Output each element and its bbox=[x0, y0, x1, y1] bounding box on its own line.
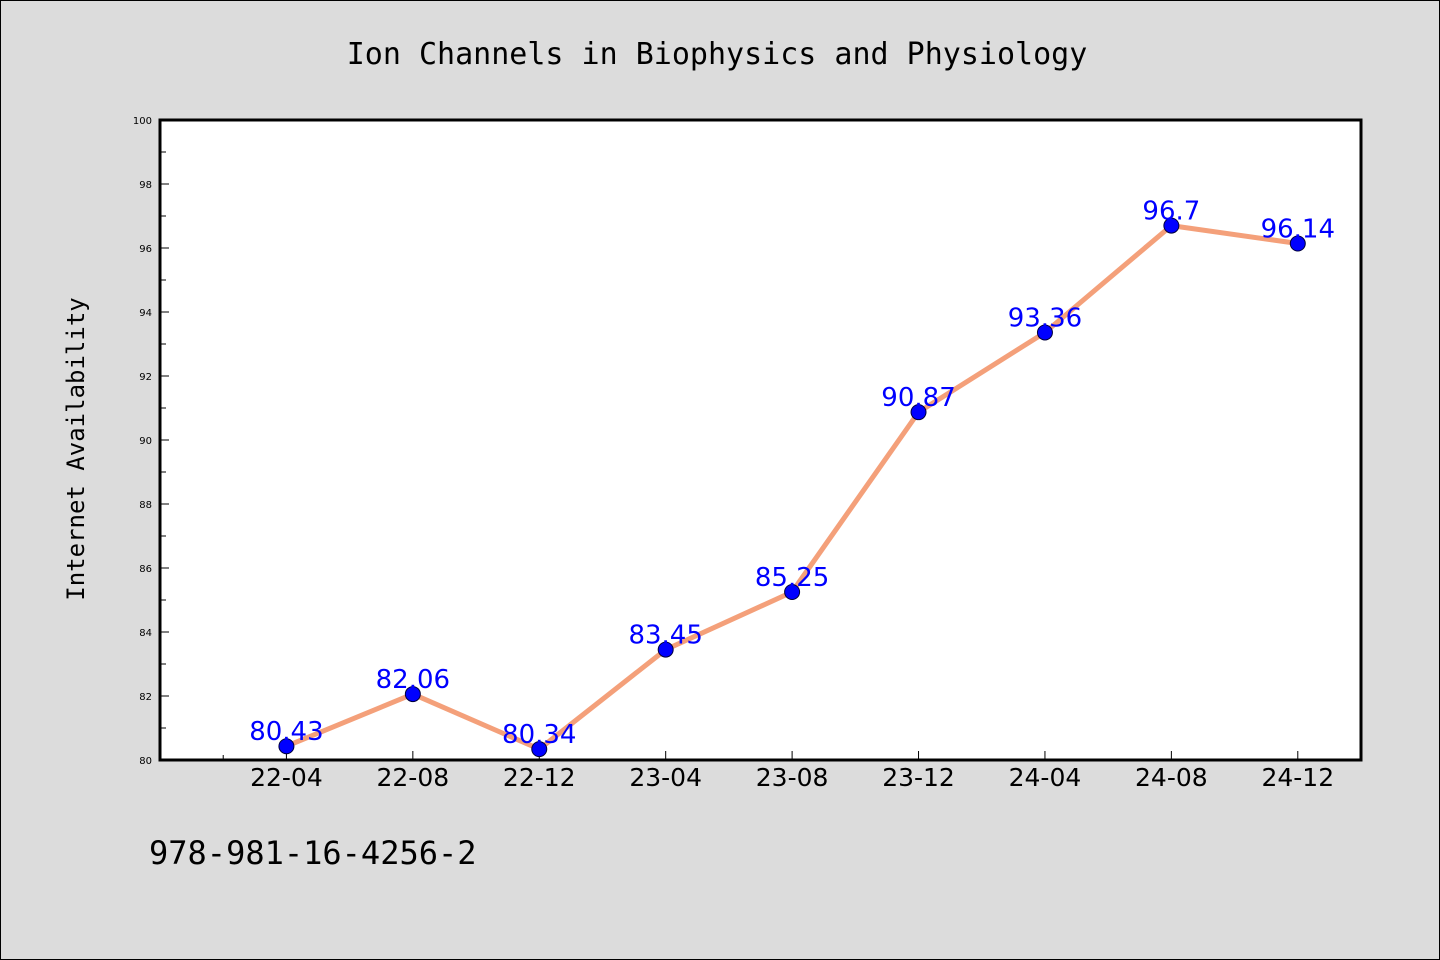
x-tick-label: 22-04 bbox=[250, 763, 323, 792]
data-point bbox=[1163, 217, 1180, 234]
y-tick-label: 84 bbox=[139, 628, 152, 639]
y-tick-label: 100 bbox=[133, 116, 152, 127]
x-tick-label: 23-12 bbox=[882, 763, 955, 792]
data-point bbox=[404, 686, 421, 703]
data-label: 85.25 bbox=[755, 563, 829, 593]
x-tick-label: 23-08 bbox=[756, 763, 829, 792]
marker-layer bbox=[278, 217, 1306, 758]
plot-area bbox=[158, 118, 1363, 762]
chart-title: Ion Channels in Biophysics and Physiolog… bbox=[347, 37, 1088, 72]
data-label: 96.14 bbox=[1261, 215, 1335, 245]
y-tick-label: 98 bbox=[139, 180, 152, 191]
x-axis: 22-04 22-08 22-12 23-04 23-08 23-12 24-04 24-08… bbox=[222, 751, 1334, 792]
data-point bbox=[910, 404, 927, 421]
data-point bbox=[1289, 235, 1306, 252]
y-tick-label: 82 bbox=[139, 692, 152, 703]
y-axis-label: Internet Availability bbox=[62, 297, 90, 600]
x-tick-label: 22-08 bbox=[377, 763, 450, 792]
x-tick-label: 22-12 bbox=[503, 763, 576, 792]
y-axis: 80 82 84 86 88 90 92 94 96 98 100 bbox=[133, 116, 169, 767]
data-point bbox=[657, 641, 674, 658]
x-tick-label: 23-04 bbox=[629, 763, 702, 792]
x-tick-label: 24-08 bbox=[1135, 763, 1208, 792]
data-label: 80.43 bbox=[249, 717, 323, 747]
x-tick-label: 24-12 bbox=[1261, 763, 1334, 792]
data-label: 93.36 bbox=[1008, 303, 1082, 333]
y-tick-label: 88 bbox=[139, 500, 152, 511]
data-point bbox=[784, 584, 801, 600]
data-label: 96.7 bbox=[1142, 197, 1200, 227]
y-tick-label: 90 bbox=[139, 436, 152, 447]
y-tick-label: 86 bbox=[139, 564, 152, 575]
data-label-layer: 80.43 82.06 80.34 83.45 85.25 90.87 93.36 96.7 9… bbox=[249, 197, 1335, 751]
data-point bbox=[531, 741, 548, 758]
y-tick-label: 94 bbox=[139, 308, 152, 319]
data-point bbox=[278, 738, 295, 755]
data-point bbox=[1036, 324, 1053, 341]
data-label: 82.06 bbox=[376, 665, 450, 695]
y-tick-label: 96 bbox=[139, 244, 152, 255]
data-label: 80.34 bbox=[502, 720, 576, 750]
isbn-text: 978-981-16-4256-2 bbox=[149, 834, 477, 872]
y-tick-label: 92 bbox=[139, 372, 152, 383]
data-label: 83.45 bbox=[628, 621, 702, 651]
y-tick-label: 80 bbox=[139, 756, 152, 767]
data-label: 90.87 bbox=[881, 383, 955, 413]
x-tick-label: 24-04 bbox=[1009, 763, 1082, 792]
